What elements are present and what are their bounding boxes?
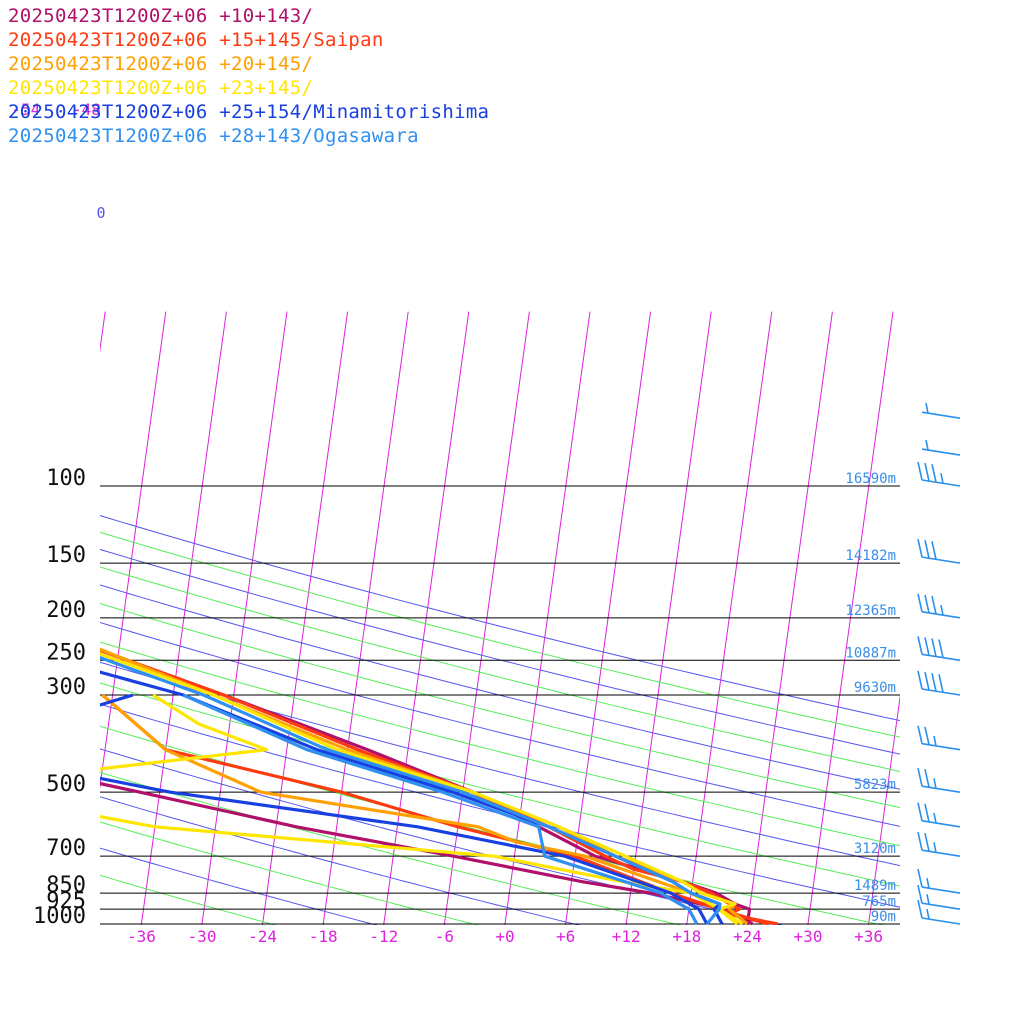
height-label: 10887m <box>845 645 896 661</box>
isotherm-line <box>989 312 1024 934</box>
wind-barb <box>917 899 961 925</box>
dry-adiabat-line <box>100 621 900 827</box>
legend-entry: 20250423T1200Z+06 +15+145/Saipan <box>8 29 384 51</box>
dry-adiabat-line <box>100 796 581 925</box>
pressure-label: 150 <box>46 543 86 568</box>
temperature-tick-label: -12 <box>369 927 398 946</box>
temperature-line <box>100 655 722 925</box>
temperature-line <box>100 652 744 925</box>
temperature-tick-label: -6 <box>435 927 454 946</box>
isotherm-line <box>564 311 652 925</box>
temperature-line <box>100 647 749 925</box>
isotherm-line <box>686 311 773 925</box>
dry-adiabat-line <box>100 661 900 867</box>
legend-entry: 20250423T1200Z+06 +25+154/Minamitorishim… <box>8 101 490 123</box>
wind-barb <box>917 461 961 487</box>
isotherm-line <box>383 311 470 925</box>
dry-adiabat-line <box>100 515 900 722</box>
temperature-tick-label: +18 <box>672 927 701 946</box>
isobars <box>100 485 900 925</box>
temperature-tick-label: -36 <box>127 927 156 946</box>
dry-adiabat-line <box>100 821 480 925</box>
legend-entry: 20250423T1200Z+06 +23+145/ <box>8 77 314 99</box>
wind-barb <box>917 725 961 751</box>
isotherm-line <box>867 694 900 925</box>
dry-adiabat-line <box>100 874 277 925</box>
height-label: 14182m <box>845 548 896 564</box>
isotherm-line <box>100 311 167 790</box>
legend-entry: 20250423T1200Z+06 +28+143/Ogasawara <box>8 125 419 147</box>
wind-barb <box>917 831 961 857</box>
temperature-tick-label: -24 <box>248 927 277 946</box>
wind-barbs <box>917 402 961 925</box>
pressure-label: 300 <box>46 675 86 700</box>
temperature-tick-label: +0 <box>495 927 514 946</box>
wind-barb <box>917 767 961 793</box>
isotherm-line <box>322 311 409 925</box>
isotherm-line <box>807 311 894 925</box>
wind-barb <box>921 402 961 419</box>
height-label: 9630m <box>854 680 896 696</box>
wind-barb <box>917 670 961 696</box>
isotherm-top-label: -48 <box>72 100 101 119</box>
height-label: 5823m <box>854 777 896 793</box>
temperature-tick-label: +12 <box>612 927 641 946</box>
pressure-label: 200 <box>46 598 86 623</box>
theta-label: 0 <box>96 204 105 222</box>
legend: 20250423T1200Z+06 +10+143/20250423T1200Z… <box>8 4 489 148</box>
wind-barb <box>921 439 961 456</box>
isotherm-line <box>261 311 349 925</box>
temperature-tick-label: +24 <box>733 927 762 946</box>
dry-adiabat-line <box>100 682 900 887</box>
temperature-tick-label: +30 <box>794 927 823 946</box>
height-label: 12365m <box>845 603 896 619</box>
legend-entry: 20250423T1200Z+06 +10+143/ <box>8 5 314 27</box>
height-label: 3120m <box>854 841 896 857</box>
height-label: 765m <box>862 894 896 910</box>
wind-barb <box>917 884 961 910</box>
dry-adiabat-line <box>100 771 682 925</box>
dry-adiabat-line <box>100 641 900 847</box>
pressure-label: 700 <box>46 836 86 861</box>
dry-adiabat-line <box>100 531 900 738</box>
legend-entry: 20250423T1200Z+06 +20+145/ <box>8 53 314 75</box>
profile-lines <box>100 647 779 925</box>
wind-barb <box>917 593 961 619</box>
pressure-label: 925 <box>46 889 86 914</box>
height-label: 16590m <box>845 471 896 487</box>
isotherm-line <box>625 311 712 925</box>
dry-adiabat-line <box>100 602 900 809</box>
pressure-label: 500 <box>46 772 86 797</box>
pressure-label: 100 <box>46 466 86 491</box>
wind-barb <box>917 538 961 564</box>
isotherm-line <box>0 312 45 934</box>
dry-adiabat-line <box>100 584 900 790</box>
dewpoint-line <box>100 693 709 925</box>
isotherm-line <box>746 311 833 925</box>
wind-barb <box>917 636 961 662</box>
pressure-label: 850 <box>46 873 86 898</box>
isotherm-line <box>140 311 227 925</box>
dewpoint-line <box>100 693 739 925</box>
temperature-tick-label: +36 <box>854 927 883 946</box>
temperature-tick-label: -30 <box>188 927 217 946</box>
temperature-tick-label: -18 <box>309 927 338 946</box>
dry-adiabat-line <box>100 566 900 772</box>
isotherm-line <box>504 311 591 925</box>
height-label: 1489m <box>854 878 896 894</box>
dry-adiabat-line <box>100 548 900 755</box>
dry-adiabat-line <box>100 847 378 925</box>
pressure-label: 250 <box>46 640 86 665</box>
isotherm-line <box>928 312 1014 934</box>
dewpoint-line <box>182 693 699 925</box>
isotherm-top-label: -54 <box>11 100 40 119</box>
temperature-tick-label: +6 <box>556 927 575 946</box>
pressure-label: 1000 <box>33 904 86 929</box>
wind-barb <box>917 802 961 828</box>
height-label: 90m <box>871 909 896 925</box>
wind-barb <box>917 868 961 894</box>
